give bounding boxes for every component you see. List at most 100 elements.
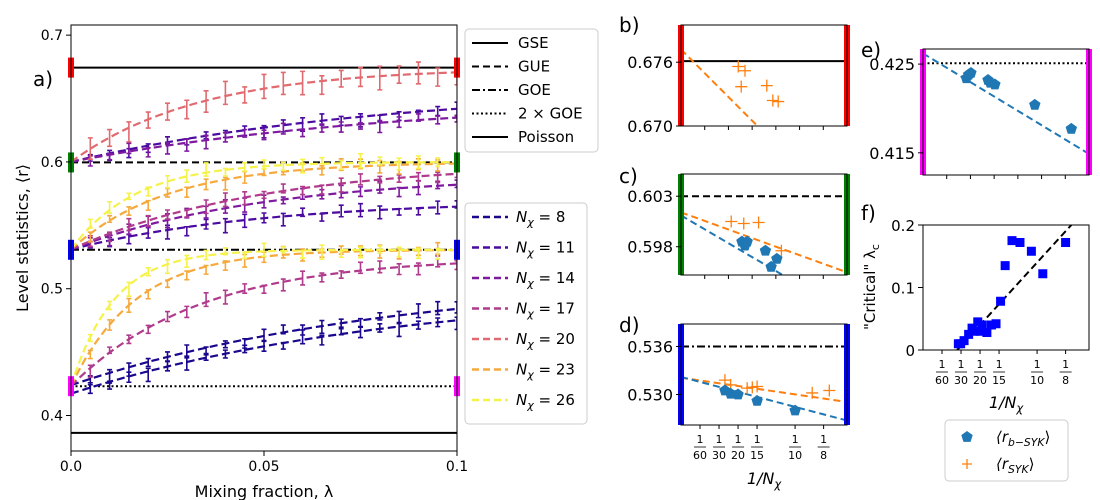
point-plus-b <box>760 79 773 92</box>
errorbar-n26 <box>415 247 421 260</box>
errorbar-n11 <box>261 212 267 224</box>
errorbar-n26 <box>87 333 93 343</box>
panel-label-c: c) <box>619 164 638 188</box>
errorbar-n11 <box>280 212 286 227</box>
plot-area-a <box>71 61 457 434</box>
panel-label-f: f) <box>861 201 876 225</box>
panel-label-d: d) <box>619 313 640 337</box>
errorbar-n14 <box>300 128 306 138</box>
errorbar-n23 <box>87 349 93 360</box>
legend-text-marker-0: ⟨rb−SYK⟩ <box>996 428 1050 449</box>
legend-text-n11: Nχ = 11 <box>516 239 575 260</box>
panel-label-b: b) <box>619 13 640 37</box>
errorbar-n23 <box>126 297 132 313</box>
ytick-label-e: 0.415 <box>869 144 915 163</box>
point-plus-c <box>775 244 788 257</box>
point-square-f <box>986 320 996 330</box>
ytick-label-b: 0.670 <box>627 117 673 136</box>
point-plus-d <box>751 380 764 393</box>
errorbar-n23 <box>126 206 132 217</box>
errorbar-n14 <box>377 119 383 134</box>
errorbar-n14 <box>165 141 170 155</box>
legend-frame-refs <box>464 28 599 153</box>
xtick-num-f: 1 <box>958 358 965 371</box>
errorbar-n14 <box>184 138 190 152</box>
errorbar-n14 <box>396 116 402 129</box>
errorbar-n17 <box>377 175 383 184</box>
errorbar-n26 <box>415 155 421 170</box>
point-plus-b <box>766 94 779 107</box>
errorbar-n17 <box>145 324 151 335</box>
errorbar-n26 <box>222 167 228 177</box>
errorbar-n14 <box>396 186 402 198</box>
ytick-label-c: 0.603 <box>627 187 673 206</box>
point-pentagon-c <box>741 235 753 247</box>
errorbar-n26 <box>358 153 363 169</box>
xtick-num-f: 1 <box>977 358 984 371</box>
errorbar-n14 <box>338 121 344 133</box>
axes-frame-d <box>680 323 848 426</box>
ytick-label-b: 0.676 <box>627 53 673 72</box>
xtick-num-d: 1 <box>792 433 799 446</box>
errorbar-n23 <box>222 176 228 191</box>
errorbar-n8 <box>415 320 421 330</box>
errorbar-n8 <box>107 368 113 384</box>
errorbar-n23 <box>184 186 190 199</box>
legend-text-marker-1: ⟨rSYK⟩ <box>996 455 1034 476</box>
xtick-num-f: 1 <box>996 358 1003 371</box>
errorbar-n23 <box>107 319 113 331</box>
errorbar-n17 <box>435 171 441 184</box>
errorbar-n23 <box>145 289 151 300</box>
errorbar-n17 <box>338 270 344 279</box>
ytick-label-a: 0.5 <box>41 282 63 298</box>
errorbar-n14 <box>454 179 457 189</box>
xtick-num-f: 1 <box>939 358 946 371</box>
errorbar-n8 <box>319 334 325 346</box>
legend-series: Nχ = 8 Nχ = 11 Nχ = 14 Nχ = 17 Nχ = 20 Nχ = 2… <box>464 202 588 425</box>
point-square-f <box>959 336 969 346</box>
errorbar-n8 <box>145 357 151 368</box>
errorbar-n17 <box>242 191 248 206</box>
errorbar-n14 <box>435 115 441 125</box>
errorbar-n26 <box>280 161 286 172</box>
errorbar-n23 <box>203 264 209 275</box>
ytick-label-d: 0.530 <box>627 386 673 405</box>
errorbar-n26 <box>377 245 383 254</box>
fit-line-d-plus <box>681 376 847 403</box>
errorbar-n17 <box>396 174 402 183</box>
errorbar-n14 <box>126 142 132 155</box>
point-square-f <box>973 317 983 327</box>
errorbar-n11 <box>300 207 306 218</box>
ytick-label-a: 0.7 <box>41 28 63 44</box>
point-plus-b <box>735 80 748 93</box>
errorbar-n17 <box>300 270 306 286</box>
errorbar-n26 <box>87 218 93 229</box>
errorbar-n26 <box>184 254 190 268</box>
errorbar-n26 <box>300 249 306 259</box>
point-plus-d <box>718 374 731 387</box>
errorbar-n17 <box>377 260 383 274</box>
errorbar-n20 <box>242 86 248 104</box>
ytick-label-d: 0.536 <box>627 337 673 356</box>
point-pentagon-c <box>759 244 772 256</box>
errorbar-n14 <box>280 196 286 205</box>
point-plus-d <box>746 381 759 394</box>
errorbar-n20 <box>377 65 383 91</box>
legend-text-n23: Nχ = 23 <box>516 361 575 382</box>
point-square-f <box>977 320 987 330</box>
errorbar-n11 <box>358 202 363 218</box>
errorbar-n14 <box>203 134 209 150</box>
errorbar-n14 <box>319 123 325 133</box>
errorbar-n23 <box>107 214 113 224</box>
point-plus-c <box>725 215 738 228</box>
errorbar-n20 <box>435 67 441 87</box>
legend-text-ref-1: GUE <box>518 58 550 76</box>
xtick-den-d: 60 <box>693 449 707 462</box>
y-axis-label-a: Level statistics, ⟨r⟩ <box>13 164 32 312</box>
errorbar-n23 <box>242 170 248 184</box>
errorbar-n8 <box>454 316 457 331</box>
legend-text-n20: Nχ = 20 <box>516 330 575 351</box>
errorbar-n11 <box>454 200 457 209</box>
